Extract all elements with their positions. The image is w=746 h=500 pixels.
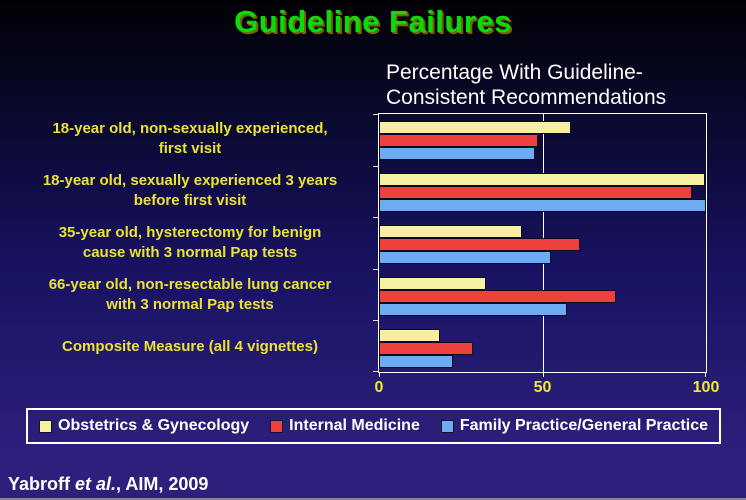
bar bbox=[379, 237, 581, 251]
category-label: 18-year old, non-sexually experienced, f… bbox=[52, 120, 328, 157]
y-axis-tick bbox=[373, 320, 379, 322]
x-axis-tick bbox=[379, 372, 380, 377]
bottom-border-line bbox=[0, 498, 746, 500]
citation: Yabroff et al., AIM, 2009 bbox=[8, 474, 208, 495]
legend: Obstetrics & Gynecology Internal Medicine… bbox=[26, 408, 721, 444]
bar bbox=[379, 172, 705, 186]
y-axis-tick bbox=[373, 165, 379, 167]
category-label: 18-year old, sexually experienced 3 year… bbox=[42, 172, 338, 209]
chart-title: Percentage With Guideline- Consistent Re… bbox=[386, 61, 667, 110]
x-axis-tick-label: 0 bbox=[374, 379, 384, 396]
legend-item: Family Practice/General Practice bbox=[440, 417, 708, 435]
category-label: 35-year old, hysterectomy for benign cau… bbox=[58, 224, 322, 261]
slide-title: Guideline Failures bbox=[234, 4, 512, 39]
citation-etal: et al. bbox=[75, 474, 117, 494]
plot-area: 0 50 100 bbox=[373, 113, 719, 396]
bar bbox=[379, 133, 538, 147]
legend-label: Family Practice/General Practice bbox=[459, 417, 708, 434]
x-axis-tick bbox=[542, 372, 544, 377]
bar bbox=[379, 250, 552, 264]
bar-group bbox=[379, 114, 706, 166]
plot-rows bbox=[379, 114, 707, 374]
y-axis-tick bbox=[373, 268, 379, 270]
legend-label: Obstetrics & Gynecology bbox=[58, 417, 250, 434]
x-axis-tick-label: 100 bbox=[692, 379, 720, 396]
citation-suffix: , AIM, 2009 bbox=[116, 474, 209, 494]
legend-swatch bbox=[39, 419, 52, 433]
bar-group bbox=[379, 218, 706, 270]
category-labels: 18-year old, non-sexually experienced, f… bbox=[4, 113, 376, 373]
bar bbox=[379, 354, 453, 368]
bar bbox=[379, 198, 707, 212]
bar bbox=[379, 120, 571, 134]
citation-author: Yabroff bbox=[8, 474, 76, 494]
bar bbox=[379, 185, 692, 199]
category-label: Composite Measure (all 4 vignettes) bbox=[62, 338, 318, 356]
legend-item: Internal Medicine bbox=[270, 417, 420, 435]
legend-item: Obstetrics & Gynecology bbox=[39, 417, 249, 435]
bar bbox=[379, 341, 473, 355]
x-axis-tick-label: 50 bbox=[533, 379, 552, 396]
legend-swatch bbox=[440, 419, 454, 433]
x-axis-tick bbox=[705, 372, 706, 377]
y-axis-tick bbox=[373, 371, 379, 372]
bar-group bbox=[379, 270, 706, 322]
bar bbox=[379, 289, 617, 303]
bar bbox=[379, 276, 486, 290]
y-axis-tick bbox=[373, 114, 379, 115]
bar bbox=[379, 302, 568, 316]
y-axis-tick bbox=[373, 217, 379, 219]
legend-label: Internal Medicine bbox=[289, 417, 420, 434]
bar bbox=[379, 146, 535, 160]
category-label: 66-year old, non-resectable lung cancer … bbox=[48, 276, 332, 313]
bar-group bbox=[379, 322, 706, 374]
bar bbox=[379, 328, 440, 342]
bar-group bbox=[379, 166, 707, 218]
legend-swatch bbox=[270, 419, 284, 433]
bar bbox=[379, 224, 522, 238]
